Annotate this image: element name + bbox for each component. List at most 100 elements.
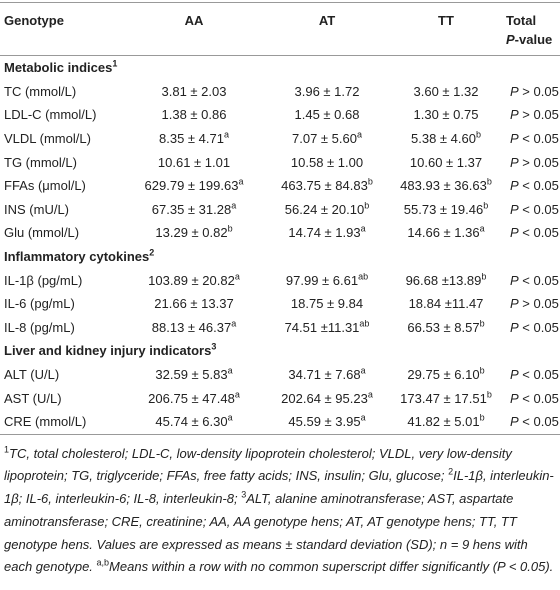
footnote-text: Means within a row with no common supers… (109, 559, 554, 575)
footnote-marker: a,b (96, 558, 110, 569)
value-text: 88.13 ± 46.37 (151, 319, 232, 335)
p-value: P < 0.05 (506, 174, 560, 198)
data-row: INS (mU/L) 67.35 ± 31.28a 56.24 ± 20.10b 55… (0, 198, 560, 222)
p-relation: < 0.05 (522, 272, 559, 288)
superscript: b (364, 200, 370, 211)
p-relation: > 0.05 (522, 154, 559, 170)
value-cell: 34.71 ± 7.68a (268, 363, 386, 387)
table-body: Metabolic indices1 TC (mmol/L) 3.81 ± 2.03… (0, 56, 560, 434)
value-cell: 3.60 ± 1.32 (386, 80, 506, 104)
value-text: 10.61 ± 1.01 (157, 154, 231, 170)
p-value: P < 0.05 (506, 127, 560, 151)
p-value: P > 0.05 (506, 150, 560, 174)
superscript: a (479, 224, 485, 235)
value-text: 629.79 ± 199.63 (144, 178, 239, 194)
value-cell: 463.75 ± 84.83b (268, 174, 386, 198)
value-cell: 41.82 ± 5.01b (386, 410, 506, 434)
table-header: Genotype AA AT TT Total P-value (0, 2, 560, 56)
superscript: b (367, 176, 373, 187)
row-label: Glu (mmol/L) (4, 225, 80, 241)
superscript: a (360, 412, 366, 423)
value-text: 32.59 ± 5.83 (155, 367, 228, 383)
p-symbol: P (510, 178, 519, 194)
row-label: IL-8 (pg/mL) (4, 319, 75, 335)
p-symbol: P (510, 272, 519, 288)
header-cell: Genotype (4, 13, 64, 28)
value-text: 206.75 ± 47.48 (148, 390, 235, 406)
superscript: a (223, 129, 229, 140)
value-cell: 10.61 ± 1.01 (120, 150, 268, 174)
value-cell: 3.81 ± 2.03 (120, 80, 268, 104)
value-cell: 29.75 ± 6.10b (386, 363, 506, 387)
value-text: 29.75 ± 6.10 (407, 367, 480, 383)
p-symbol: P (510, 296, 519, 312)
section-row: Inflammatory cytokines2 (0, 245, 560, 269)
p-symbol: P (506, 32, 515, 47)
value-text: 41.82 ± 5.01 (407, 414, 480, 430)
section-row: Liver and kidney injury indicators3 (0, 339, 560, 363)
header-row: Genotype AA AT TT Total P-value (0, 2, 560, 56)
p-symbol: P (510, 107, 519, 123)
value-text: 45.74 ± 6.30 (155, 414, 228, 430)
superscript: b (479, 412, 485, 423)
p-value: P < 0.05 (506, 221, 560, 245)
data-row: TG (mmol/L) 10.61 ± 1.01 10.58 ± 1.00 10.60… (0, 150, 560, 174)
superscript: b (479, 365, 485, 376)
superscript: a (238, 176, 244, 187)
header-cell: AT (318, 13, 336, 28)
superscript: b (486, 176, 492, 187)
value-cell: 202.64 ± 95.23a (268, 386, 386, 410)
row-label: INS (mU/L) (4, 201, 69, 217)
value-text: 103.89 ± 20.82 (148, 272, 235, 288)
data-row: TC (mmol/L) 3.81 ± 2.03 3.96 ± 1.72 3.60 ± … (0, 80, 560, 104)
superscript: a (234, 271, 240, 282)
value-cell: 45.59 ± 3.95a (268, 410, 386, 434)
data-row: FFAs (μmol/L) 629.79 ± 199.63a 463.75 ± 84… (0, 174, 560, 198)
p-symbol: P (510, 319, 519, 335)
footnote-text: ALT, alanine aminotransferase; AST, aspa… (4, 491, 528, 575)
data-row: Glu (mmol/L) 13.29 ± 0.82b 14.74 ± 1.93a 14… (0, 221, 560, 245)
section-title: Metabolic indices1 (0, 56, 560, 80)
value-text: 67.35 ± 31.28 (151, 201, 232, 217)
superscript: a (367, 389, 373, 400)
superscript: 3 (211, 342, 217, 353)
value-cell: 1.30 ± 0.75 (386, 103, 506, 127)
footnote-marker: 3 (241, 489, 247, 500)
footnote-marker: 2 (448, 466, 454, 477)
p-relation: < 0.05 (522, 201, 559, 217)
value-text: 1.45 ± 0.68 (294, 107, 360, 123)
p-relation: < 0.05 (522, 178, 559, 194)
value-cell: 21.66 ± 13.37 (120, 292, 268, 316)
data-row: IL-6 (pg/mL) 21.66 ± 13.37 18.75 ± 9.84 18.… (0, 292, 560, 316)
p-symbol: P (510, 225, 519, 241)
value-text: 96.68 ±13.89 (405, 272, 482, 288)
p-symbol: P (510, 154, 519, 170)
value-cell: 18.75 ± 9.84 (268, 292, 386, 316)
row-label: IL-1β (pg/mL) (4, 272, 83, 288)
superscript: b (486, 389, 492, 400)
value-cell: 3.96 ± 1.72 (268, 80, 386, 104)
superscript: b (479, 318, 485, 329)
value-cell: 7.07 ± 5.60a (268, 127, 386, 151)
footnote-text: IL-1β, interleukin-1β; IL-6, interleukin… (4, 468, 554, 507)
value-text: 18.75 ± 9.84 (290, 296, 364, 312)
row-label: TC (mmol/L) (4, 83, 77, 99)
superscript: b (483, 200, 489, 211)
data-table: Genotype AA AT TT Total P-value Metabolic ind… (0, 2, 560, 435)
value-cell: 56.24 ± 20.10b (268, 198, 386, 222)
value-text: 13.29 ± 0.82 (155, 225, 228, 241)
p-value: P > 0.05 (506, 80, 560, 104)
p-value: P > 0.05 (506, 103, 560, 127)
p-value: P < 0.05 (506, 268, 560, 292)
data-row: IL-1β (pg/mL) 103.89 ± 20.82a 97.99 ± 6.61… (0, 268, 560, 292)
p-symbol: P (510, 131, 519, 147)
header-text: -value (514, 32, 553, 47)
superscript: a (231, 318, 237, 329)
footnote-marker: 1 (4, 444, 10, 455)
superscript: 2 (149, 247, 155, 258)
value-cell: 10.60 ± 1.37 (386, 150, 506, 174)
p-symbol: P (510, 201, 519, 217)
value-cell: 55.73 ± 19.46b (386, 198, 506, 222)
value-text: 7.07 ± 5.60 (292, 131, 357, 147)
